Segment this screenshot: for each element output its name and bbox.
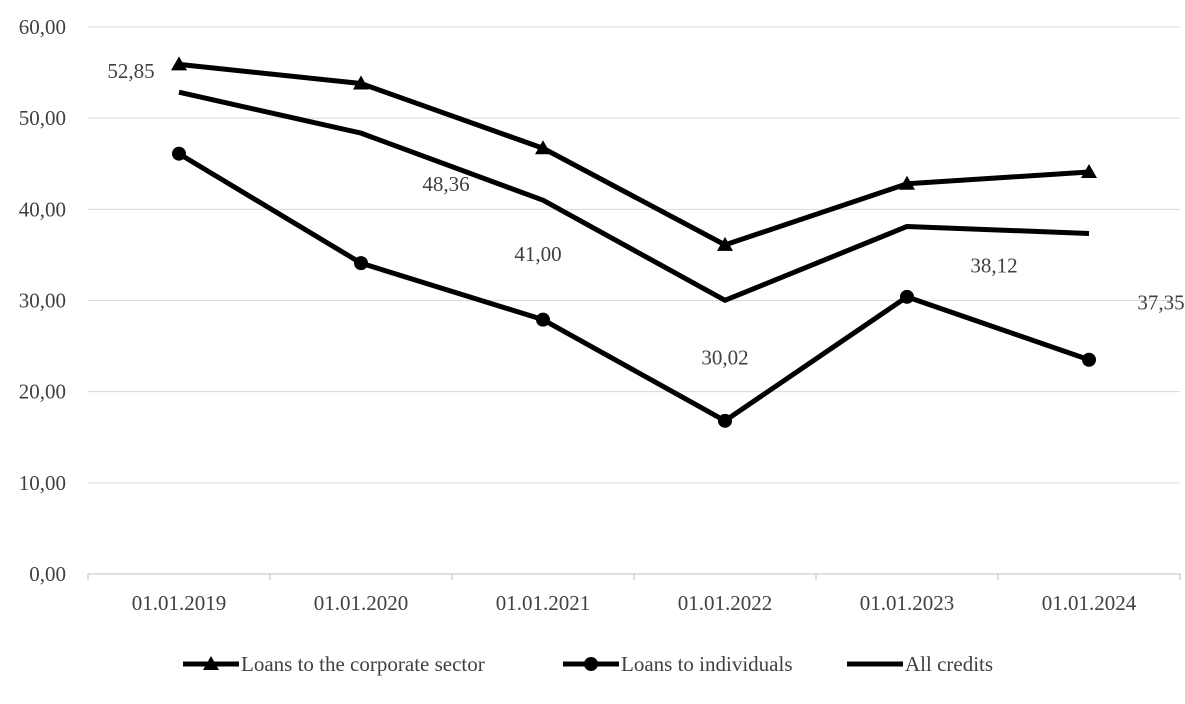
series-lines [177, 61, 1090, 424]
x-tick-label: 01.01.2023 [860, 591, 955, 615]
triangle-marker [535, 140, 551, 155]
y-tick-label: 30,00 [19, 289, 66, 313]
data-label: 48,36 [422, 172, 469, 196]
x-tick-label: 01.01.2021 [496, 591, 591, 615]
circle-marker [172, 146, 186, 161]
triangle-marker [899, 175, 915, 190]
triangle-marker [171, 56, 187, 71]
y-tick-label: 20,00 [19, 380, 66, 404]
x-tick-label: 01.01.2019 [132, 591, 227, 615]
y-tick-label: 0,00 [29, 562, 66, 586]
triangle-marker [353, 75, 369, 90]
circle-marker [536, 312, 550, 327]
data-label: 37,35 [1137, 290, 1184, 314]
y-tick-label: 40,00 [19, 197, 66, 221]
series-line [178, 89, 1090, 303]
y-tick-label: 10,00 [19, 471, 66, 495]
triangle-marker [717, 236, 733, 251]
data-label: 41,00 [514, 242, 561, 266]
legend-label: Loans to the corporate sector [241, 652, 485, 676]
x-axis [87, 573, 1181, 580]
legend-circle-marker [584, 657, 598, 671]
x-tick-label: 01.01.2024 [1042, 591, 1137, 615]
series-line [177, 151, 1090, 424]
series-markers [171, 56, 1097, 428]
x-axis-tick-labels: 01.01.2019 01.01.2020 01.01.2021 01.01.2022… [132, 591, 1137, 615]
circle-marker [354, 256, 368, 271]
x-tick-label: 01.01.2022 [678, 591, 773, 615]
series-line [178, 61, 1090, 248]
data-label: 30,02 [701, 345, 748, 369]
circle-marker [900, 289, 914, 304]
triangle-marker [1081, 163, 1097, 178]
circle-marker [1082, 352, 1096, 367]
x-tick-label: 01.01.2020 [314, 591, 409, 615]
y-axis-tick-labels: 0,00 10,00 20,00 30,00 40,00 50,00 60,00 [19, 15, 66, 586]
data-label: 38,12 [970, 253, 1017, 277]
data-label: 52,85 [107, 59, 154, 83]
legend-triangle-marker [203, 656, 219, 670]
y-tick-label: 50,00 [19, 106, 66, 130]
legend: Loans to the corporate sector Loans to in… [183, 652, 993, 676]
legend-label: All credits [905, 652, 993, 676]
circle-marker [718, 413, 732, 428]
legend-label: Loans to individuals [621, 652, 793, 676]
y-tick-label: 60,00 [19, 15, 66, 39]
data-labels: 52,85 48,36 41,00 30,02 38,12 37,35 [107, 59, 1184, 369]
